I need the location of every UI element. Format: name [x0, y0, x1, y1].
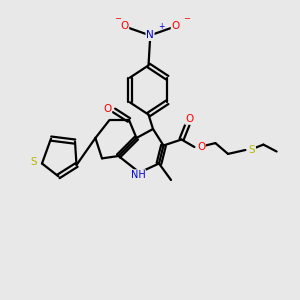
Text: O: O	[171, 21, 180, 32]
Text: S: S	[30, 157, 37, 167]
Text: NH: NH	[130, 170, 146, 180]
Text: O: O	[103, 104, 112, 114]
Text: −: −	[114, 14, 121, 23]
Text: −: −	[183, 14, 190, 23]
Text: +: +	[158, 22, 164, 31]
Text: O: O	[185, 114, 193, 124]
Text: O: O	[197, 142, 205, 152]
Text: N: N	[146, 30, 154, 40]
Text: S: S	[249, 145, 255, 155]
Text: O: O	[120, 21, 129, 32]
